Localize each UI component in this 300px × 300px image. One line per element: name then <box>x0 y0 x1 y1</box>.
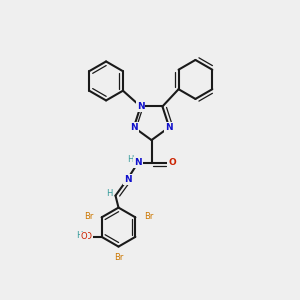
Text: N: N <box>124 175 131 184</box>
Text: Br: Br <box>114 253 123 262</box>
Text: N: N <box>137 102 144 111</box>
Text: Br: Br <box>84 212 93 221</box>
Text: N: N <box>165 123 173 132</box>
Text: N: N <box>134 158 142 167</box>
Text: H: H <box>106 189 112 198</box>
Text: H: H <box>127 155 134 164</box>
Text: O: O <box>81 232 87 241</box>
Text: Br: Br <box>144 212 153 221</box>
Text: H: H <box>76 232 83 241</box>
Text: O: O <box>168 158 176 167</box>
Text: N: N <box>130 123 138 132</box>
Text: HO: HO <box>79 232 92 241</box>
